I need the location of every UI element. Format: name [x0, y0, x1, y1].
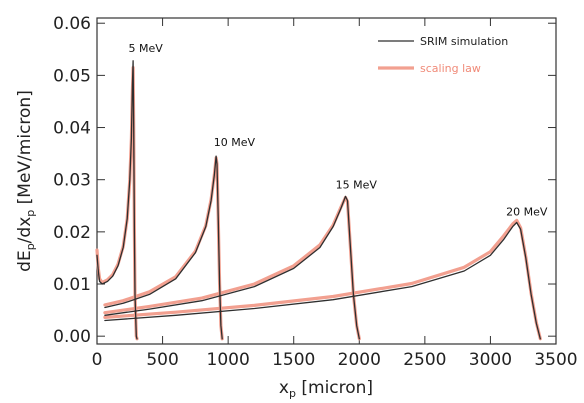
x-tick-label-6: 3000	[469, 350, 512, 370]
y-tick-label-4: 0.04	[53, 119, 91, 139]
y-axis-label-d1: dE	[15, 250, 35, 272]
peak-label-1: 10 MeV	[214, 136, 256, 149]
y-tick-label-5: 0.05	[53, 66, 91, 86]
x-tick-label-4: 2000	[338, 350, 381, 370]
srim-curve-2	[104, 195, 360, 340]
x-axis-label: xp [micron]	[279, 378, 373, 400]
x-axis-label-sub: p	[289, 387, 296, 400]
peak-label-0: 5 MeV	[128, 42, 163, 55]
x-axis-label-unit: [micron]	[296, 378, 373, 398]
y-tick-label-2: 0.02	[53, 223, 91, 243]
y-axis-label-s1: p	[24, 243, 37, 250]
y-tick-label-6: 0.06	[53, 14, 91, 34]
y-tick-label-3: 0.03	[53, 171, 91, 191]
x-tick-label-1: 500	[146, 350, 178, 370]
peak-label-3: 20 MeV	[506, 206, 548, 219]
y-axis-label: dEp/dxp [MeV/micron]	[15, 90, 37, 272]
x-tick-label-0: 0	[92, 350, 103, 370]
y-axis-label-unit: [MeV/micron]	[15, 90, 35, 210]
axis-ticks: 0 500 1000 1500 2000 2500 3000 3500 0.00 0.01 0.02…	[53, 14, 577, 370]
srim-curve-1	[104, 155, 223, 340]
peak-annotations: 5 MeV 10 MeV 15 MeV 20 MeV	[128, 42, 547, 219]
y-axis-label-mid: /dx	[15, 217, 35, 244]
legend: SRIM simulation scaling law	[378, 35, 508, 75]
x-tick-label-3: 1500	[272, 350, 315, 370]
srim-curve-3	[104, 221, 541, 340]
x-axis-label-main: x	[279, 378, 289, 398]
x-tick-label-7: 3500	[534, 350, 577, 370]
x-tick-label-2: 1000	[207, 350, 250, 370]
peak-label-2: 15 MeV	[336, 179, 378, 192]
plot-frame	[96, 17, 557, 345]
y-tick-label-0: 0.00	[53, 327, 91, 347]
y-axis-label-s2: p	[24, 210, 37, 217]
legend-label-1: scaling law	[420, 62, 481, 75]
y-tick-label-1: 0.01	[53, 275, 91, 295]
legend-label-0: SRIM simulation	[420, 35, 508, 48]
srim-curve-0	[96, 60, 138, 340]
x-tick-label-5: 2500	[403, 350, 446, 370]
series-lines	[95, 60, 542, 341]
